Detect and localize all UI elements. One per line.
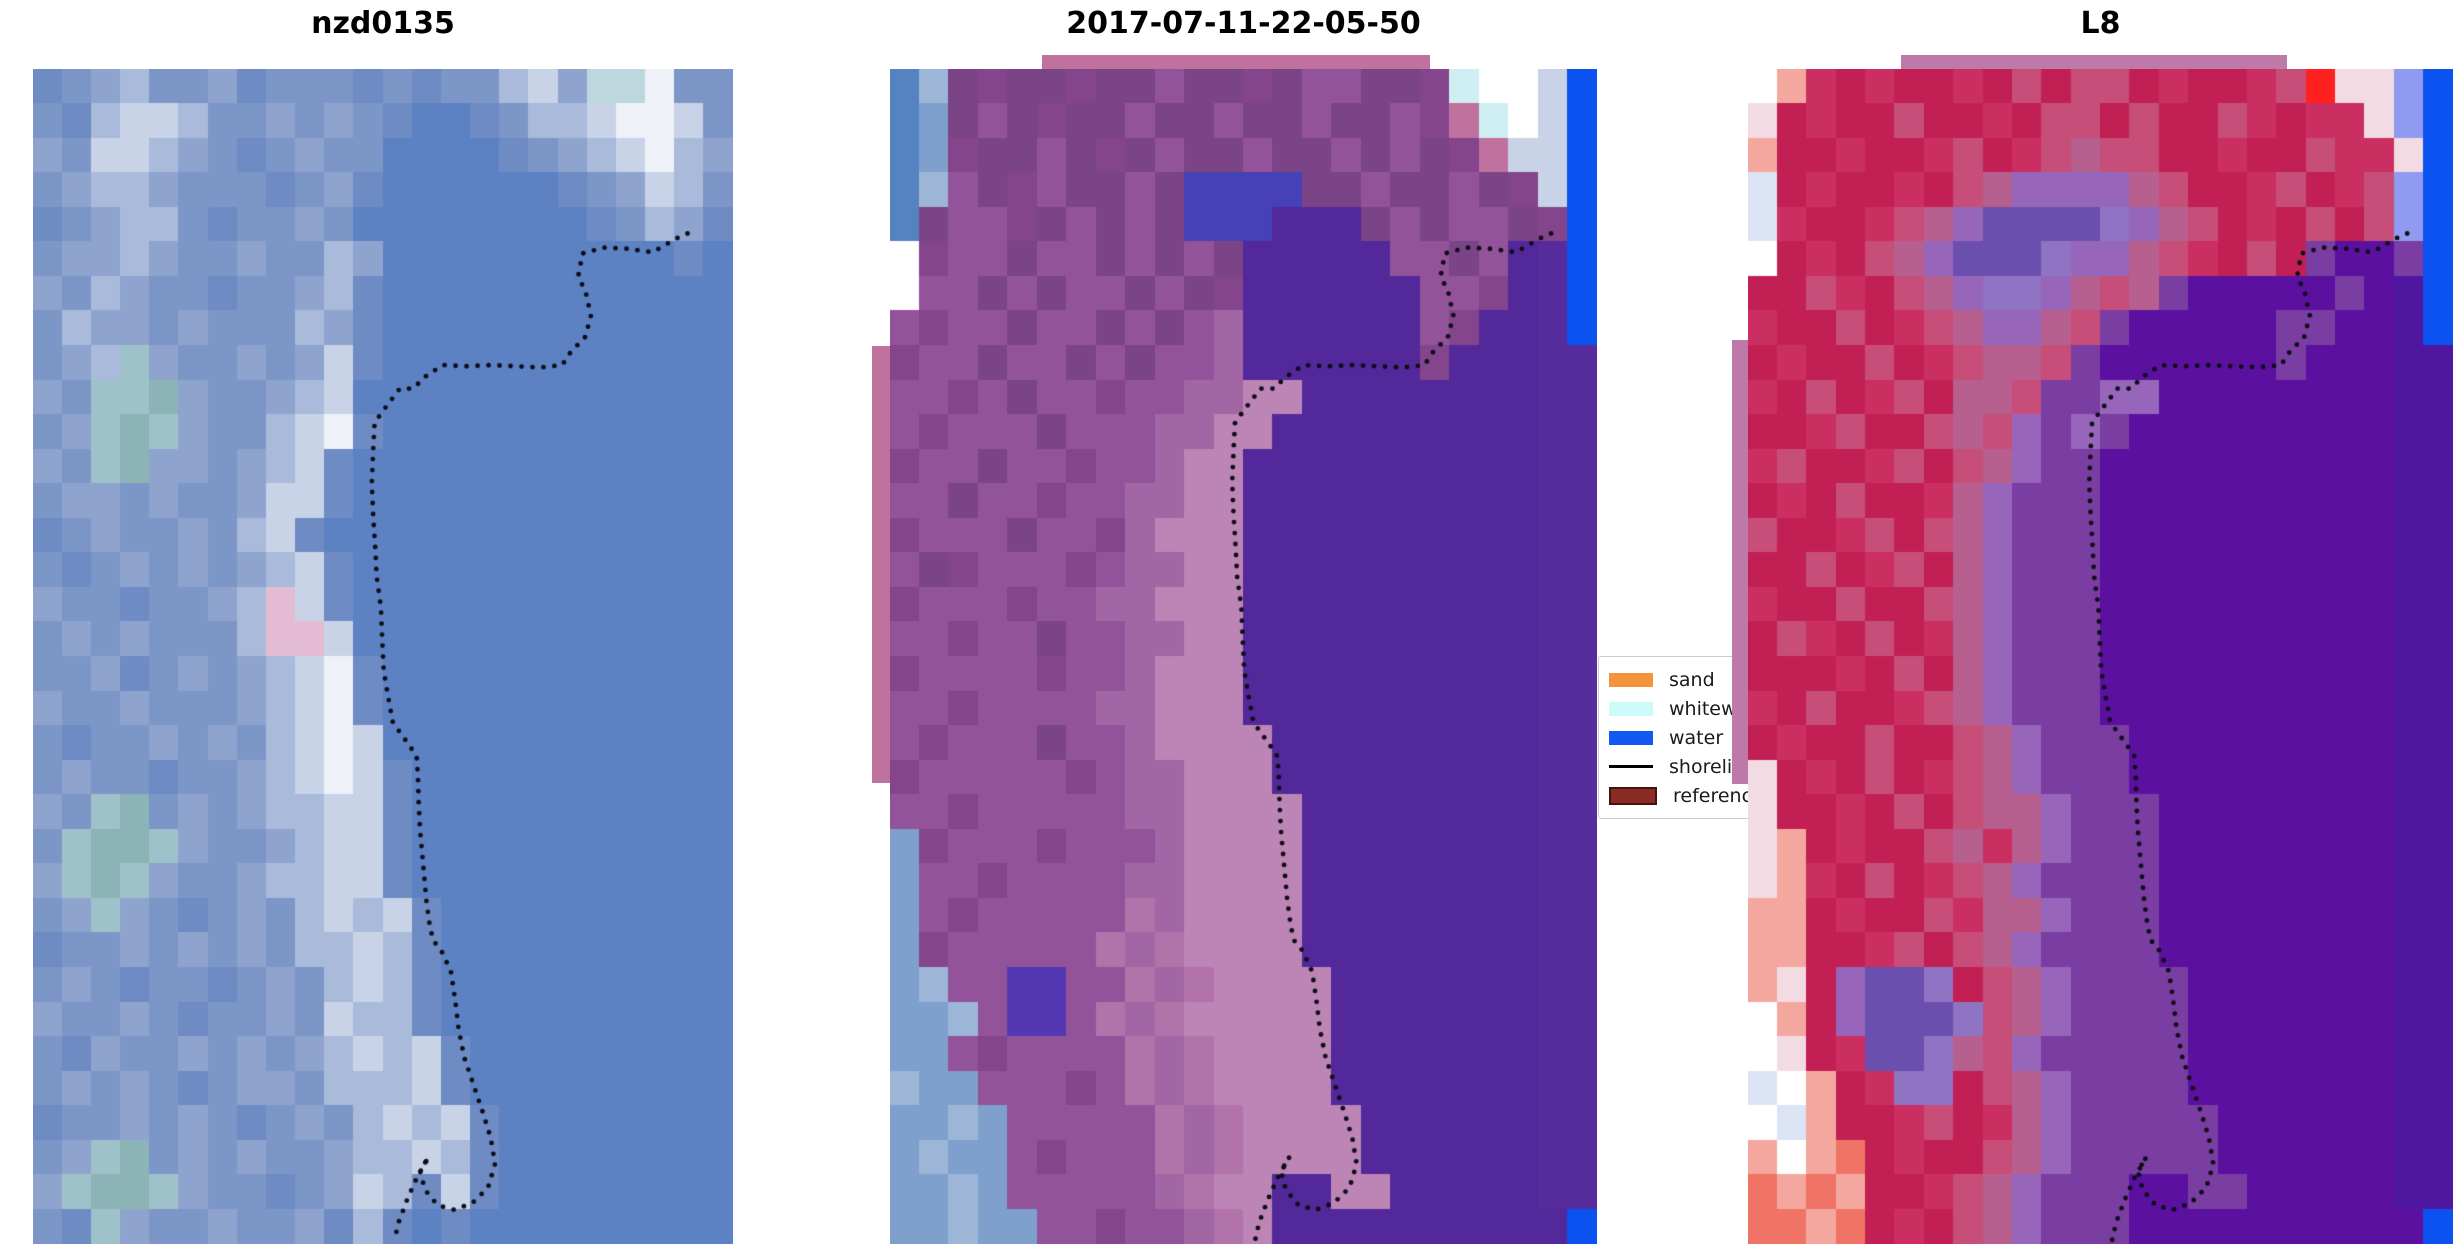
water-swatch [1609,730,1653,745]
shoreline-line-swatch [1609,765,1653,768]
legend-label-water: water [1669,726,1724,749]
panel-title-l8: L8 [2080,6,2121,41]
reference-swatch [1609,786,1657,805]
swath-left-sliver [872,346,890,783]
legend-row-water: water [1609,726,1814,749]
satellite-rgb-panel [33,69,733,1244]
sand-swatch [1609,672,1653,687]
l8-image-panel [1748,69,2453,1244]
swath-top-strip [1042,55,1430,69]
whitewater-swatch [1609,701,1653,716]
legend-label-sand: sand [1669,668,1715,691]
legend-row-sand: sand [1609,668,1814,691]
swath-top-strip [1901,55,2287,69]
legend-label-reference: reference [1673,784,1764,807]
swath-left-sliver [1732,340,1748,784]
classified-image-panel [890,69,1597,1244]
legend-row-reference: reference [1609,784,1814,807]
panel-title-nzd0135: nzd0135 [311,6,455,41]
panel-title-date: 2017-07-11-22-05-50 [1066,6,1421,41]
